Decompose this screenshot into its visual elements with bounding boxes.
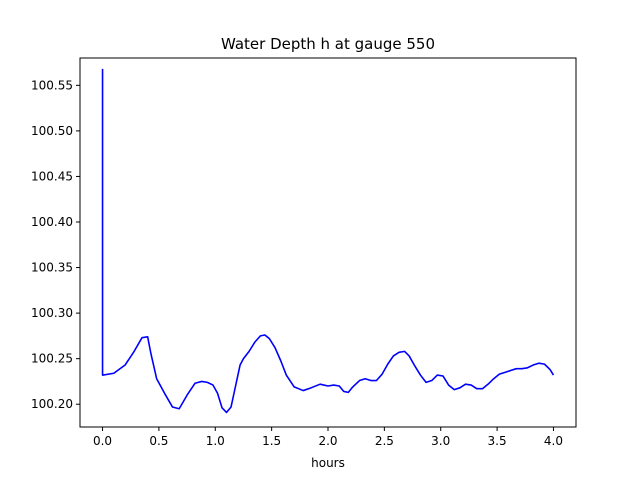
series-line xyxy=(101,68,555,414)
x-tick-label: 1.0 xyxy=(206,434,225,448)
x-tick-label: 4.0 xyxy=(544,434,563,448)
y-tick-label: 100.55 xyxy=(31,78,73,92)
y-tick-label: 100.50 xyxy=(31,124,73,138)
y-tick-label: 100.20 xyxy=(31,397,73,411)
x-axis-label: hours xyxy=(311,456,345,470)
y-axis: 100.20 100.25 100.30 100.35 100.40 100.45 100.… xyxy=(31,78,80,411)
chart-title: Water Depth h at gauge 550 xyxy=(221,35,435,53)
x-tick-label: 3.5 xyxy=(488,434,507,448)
x-tick-label: 2.0 xyxy=(318,434,337,448)
x-tick-label: 2.5 xyxy=(375,434,394,448)
x-tick-label: 3.0 xyxy=(431,434,450,448)
x-axis: 0.0 0.5 1.0 1.5 2.0 2.5 3.0 3.5 4.0 xyxy=(93,427,563,448)
y-tick-label: 100.35 xyxy=(31,261,73,275)
x-tick-label: 1.5 xyxy=(262,434,281,448)
y-tick-label: 100.45 xyxy=(31,169,73,183)
x-tick-label: 0.5 xyxy=(149,434,168,448)
y-tick-label: 100.30 xyxy=(31,306,73,320)
x-tick-label: 0.0 xyxy=(93,434,112,448)
y-tick-label: 100.25 xyxy=(31,352,73,366)
y-tick-label: 100.40 xyxy=(31,215,73,229)
